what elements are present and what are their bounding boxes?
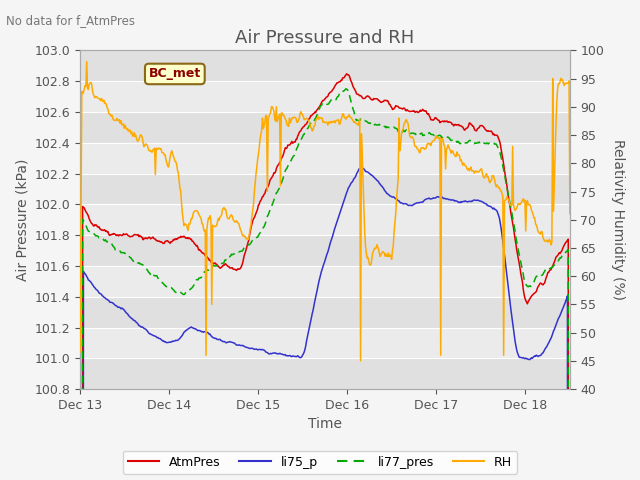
- Y-axis label: Relativity Humidity (%): Relativity Humidity (%): [611, 139, 625, 300]
- Legend: AtmPres, li75_p, li77_pres, RH: AtmPres, li75_p, li77_pres, RH: [123, 451, 517, 474]
- Bar: [80, 81, 570, 112]
- Bar: [80, 235, 570, 266]
- Y-axis label: Air Pressure (kPa): Air Pressure (kPa): [15, 158, 29, 281]
- Text: BC_met: BC_met: [148, 68, 201, 81]
- Bar: [80, 297, 570, 327]
- Bar: [80, 204, 570, 235]
- Bar: [80, 327, 570, 359]
- Bar: [80, 359, 570, 389]
- Bar: [80, 112, 570, 143]
- Title: Air Pressure and RH: Air Pressure and RH: [236, 29, 415, 48]
- Bar: [80, 266, 570, 297]
- Bar: [80, 174, 570, 204]
- Text: No data for f_AtmPres: No data for f_AtmPres: [6, 14, 136, 27]
- Bar: [80, 50, 570, 81]
- Bar: [80, 143, 570, 174]
- X-axis label: Time: Time: [308, 418, 342, 432]
